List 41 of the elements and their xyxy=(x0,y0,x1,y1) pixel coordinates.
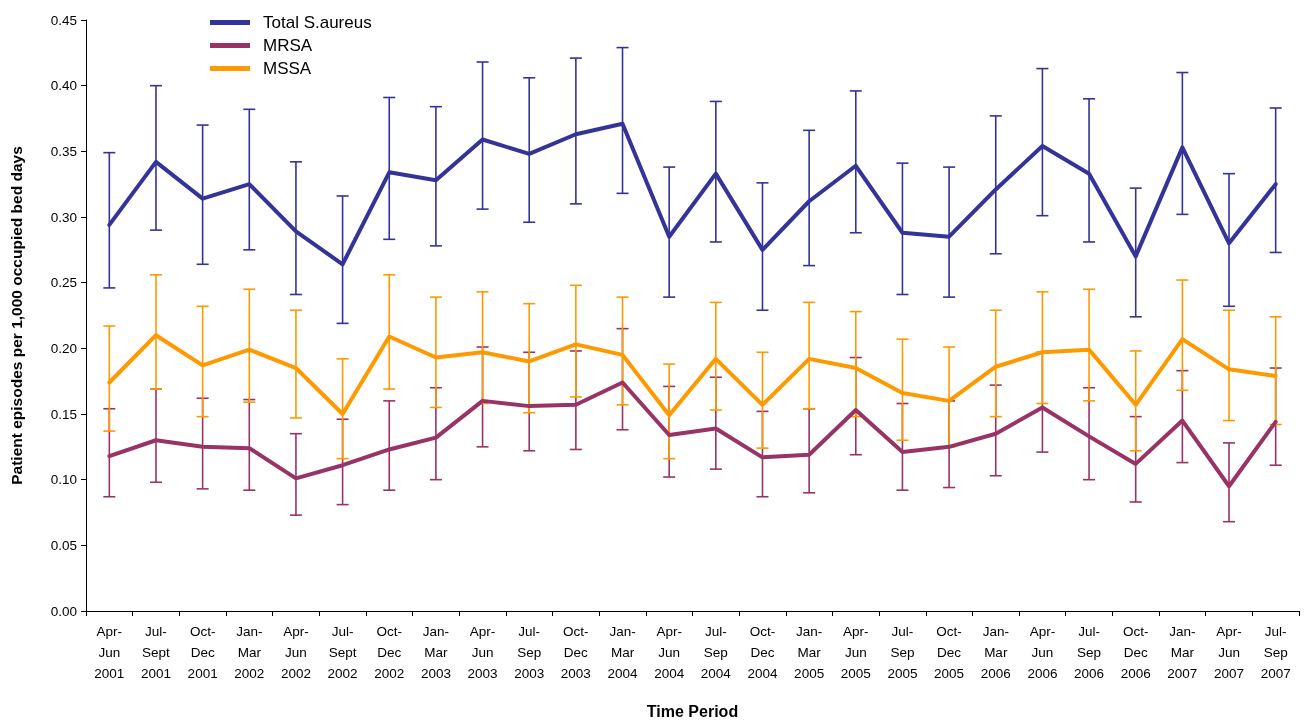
x-tick-label: Jan-Mar 2005 xyxy=(794,624,825,681)
x-tick-label: Jul-Sept 2001 xyxy=(140,624,171,681)
y-tick-label: 0.10 xyxy=(50,472,77,488)
x-tick-label: Apr-Jun 2002 xyxy=(280,624,311,681)
x-tick-label: Jan-Mar 2004 xyxy=(607,624,639,681)
x-tick-label: Oct-Dec 2003 xyxy=(560,624,591,681)
y-tick-label: 0.40 xyxy=(50,78,77,94)
x-tick-label: Oct-Dec 2005 xyxy=(934,624,965,681)
y-tick-label: 0.05 xyxy=(50,537,77,553)
x-tick-label: Oct-Dec 2002 xyxy=(374,624,405,681)
x-tick-label: Apr-Jun 2007 xyxy=(1214,624,1245,681)
legend-label: Total S.aureus xyxy=(263,13,372,32)
x-tick-label: Jul-Sep 2007 xyxy=(1260,624,1291,681)
x-tick-label: Apr-Jun 2006 xyxy=(1027,624,1058,681)
x-tick-label: Jan-Mar 2002 xyxy=(234,624,265,681)
y-tick-label: 0.25 xyxy=(50,275,77,291)
y-tick-label: 0.45 xyxy=(50,12,77,28)
legend-label: MRSA xyxy=(263,36,313,55)
x-tick-label: Oct-Dec 2001 xyxy=(187,624,218,681)
x-tick-label: Jul-Sep 2004 xyxy=(700,624,732,681)
x-tick-label: Jul-Sep 2006 xyxy=(1074,624,1105,681)
x-tick-label: Apr-Jun 2005 xyxy=(840,624,871,681)
x-tick-label: Jul-Sep 2003 xyxy=(514,624,545,681)
x-tick-label: Jul-Sep 2005 xyxy=(887,624,918,681)
x-tick-label: Oct-Dec 2006 xyxy=(1120,624,1151,681)
x-tick-label: Apr-Jun 2004 xyxy=(654,624,685,681)
x-axis-title: Time Period xyxy=(646,702,739,720)
x-tick-label: Apr-Jun 2003 xyxy=(467,624,498,681)
y-tick-label: 0.20 xyxy=(50,340,77,356)
x-tick-label: Jul-Sept 2002 xyxy=(327,624,358,681)
y-tick-label: 0.35 xyxy=(50,143,77,159)
y-tick-label: 0.15 xyxy=(50,406,77,422)
y-axis-title: Patient episodes per 1,000 occupied bed days xyxy=(7,146,25,485)
x-tick-label: Apr-Jun 2001 xyxy=(94,624,125,681)
x-tick-label: Jan-Mar 2006 xyxy=(980,624,1011,681)
y-tick-label: 0.00 xyxy=(50,603,77,619)
x-tick-label: Oct-Dec 2004 xyxy=(747,624,778,681)
x-tick-label: Jan-Mar 2007 xyxy=(1167,624,1198,681)
x-tick-label: Jan-Mar 2003 xyxy=(420,624,451,681)
y-tick-label: 0.30 xyxy=(50,209,77,225)
legend-label: MSSA xyxy=(263,59,312,78)
